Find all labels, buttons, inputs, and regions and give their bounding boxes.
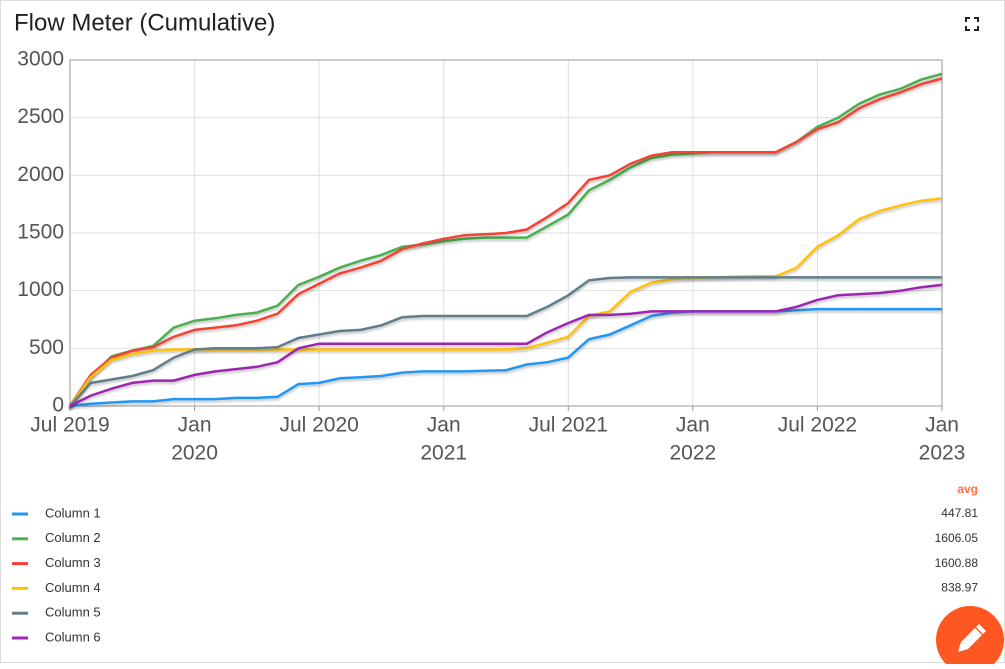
series-line (69, 307, 942, 408)
legend-label: Column 4 (45, 580, 101, 595)
legend-stat-header: avg (957, 482, 978, 496)
y-tick-label: 1000 (17, 278, 64, 301)
widget-title: Flow Meter (Cumulative) (14, 9, 275, 36)
x-tick-label: Jan (178, 414, 212, 437)
x-tick-label: 2020 (171, 442, 218, 465)
x-tick-label: Jul 2022 (778, 414, 857, 437)
legend-value: 1600.88 (935, 556, 979, 570)
edit-button[interactable] (936, 606, 1004, 669)
legend-label: Column 6 (45, 629, 101, 644)
plot-frame (69, 59, 943, 407)
series-line (69, 283, 943, 408)
y-tick-label: 0 (52, 394, 64, 417)
series-line (69, 276, 942, 407)
y-tick-label: 500 (29, 336, 64, 359)
y-tick-label: 2000 (17, 163, 64, 186)
legend-label: Column 5 (45, 605, 101, 620)
x-tick-label: 2023 (919, 442, 966, 465)
x-tick-label: Jan (925, 414, 959, 437)
fullscreen-button[interactable] (965, 17, 979, 31)
y-tick-label: 1500 (17, 221, 64, 244)
x-tick-label: Jul 2021 (529, 414, 608, 437)
legend-label: Column 3 (45, 555, 101, 570)
series-line (68, 77, 943, 407)
x-tick-label: 2022 (669, 442, 716, 465)
x-tick-label: Jul 2020 (279, 414, 358, 437)
legend: avg Column 1 447.81 Column 2 1606.05 Column 3… (12, 482, 978, 644)
legend-value: 447.81 (941, 506, 978, 520)
x-tick-label: Jan (427, 414, 461, 437)
y-tick-label: 2500 (17, 105, 64, 128)
x-tick-label: Jul 2019 (30, 414, 109, 437)
legend-label: Column 2 (45, 530, 101, 545)
x-tick-label: 2021 (420, 442, 467, 465)
legend-value: 1606.05 (935, 531, 979, 545)
y-tick-label: 3000 (17, 48, 64, 71)
legend-value: 838.97 (941, 581, 978, 595)
legend-label: Column 1 (45, 505, 101, 520)
x-tick-label: Jan (676, 414, 710, 437)
